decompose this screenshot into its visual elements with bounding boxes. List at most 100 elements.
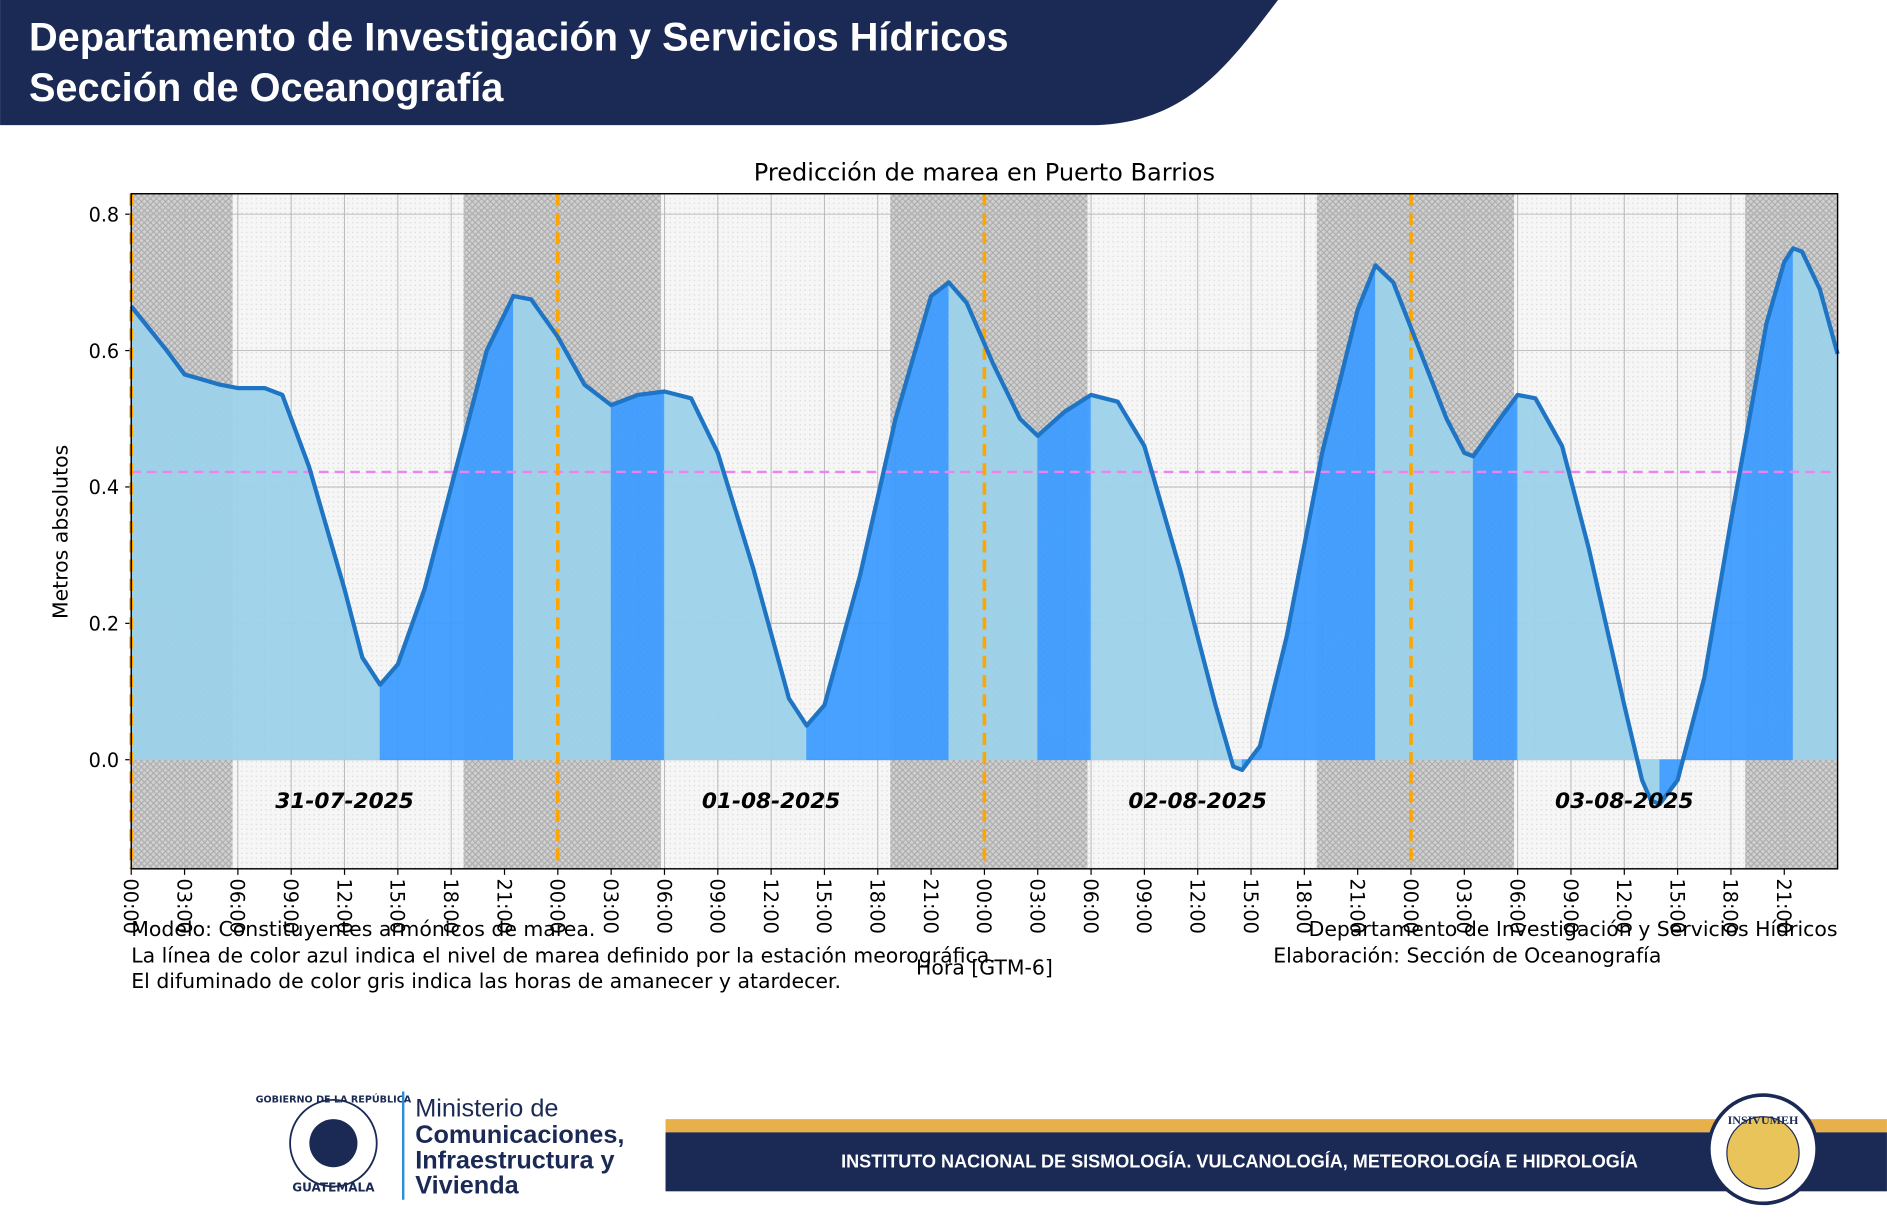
rising-fill <box>610 394 639 761</box>
seal-ring <box>289 1098 378 1188</box>
tide-fill <box>130 305 168 761</box>
x-tick-label: 03:00 <box>1026 878 1049 933</box>
rising-fill <box>1472 417 1501 761</box>
banner-stripe <box>665 1119 1887 1133</box>
chart-title: Predicción de marea en Puerto Barrios <box>754 159 1215 187</box>
tide-fill <box>219 384 239 761</box>
date-label: 01-08-2025 <box>702 789 841 814</box>
x-tick-label: 12:00 <box>759 878 782 933</box>
badge-text: INSIVUMEH <box>1728 1113 1799 1127</box>
tide-line <box>129 246 1840 807</box>
x-axis-label: Hora [GTM-6] <box>916 956 1053 980</box>
x-tick-label: 12:00 <box>1185 878 1208 933</box>
x-tick-label: 15:00 <box>1239 878 1262 933</box>
x-tick-label: 12:00 <box>1612 878 1635 933</box>
tide-fill <box>513 295 532 761</box>
x-tick-label: 18:00 <box>1292 878 1315 933</box>
seal-text: GUATEMALA <box>292 1180 375 1194</box>
rising-fill <box>486 295 514 761</box>
x-tick-label: 00:00 <box>972 878 995 933</box>
y-tick-label: 0.4 <box>89 476 120 499</box>
x-tick-label: 09:00 <box>1132 878 1155 933</box>
header-band <box>0 0 1279 126</box>
x-tick-label: 03:00 <box>1452 878 1475 933</box>
tide-fill <box>966 302 994 761</box>
tide-fill <box>1792 247 1803 761</box>
rising-fill <box>930 281 950 761</box>
header-subtitle: Sección de Oceanografía <box>29 66 504 110</box>
tide-fill <box>1517 394 1536 761</box>
tide-fill <box>584 383 612 761</box>
plot: 00:00 03:00 06:00 09:00 12:00 15:00 18:00 21:00… <box>89 193 1840 934</box>
y-tick-label: 0.8 <box>89 203 120 226</box>
x-tick-label: 21:00 <box>492 878 515 933</box>
x-tick-label: 09:00 <box>706 878 729 933</box>
banner <box>665 1132 1887 1192</box>
header-title: Departamento de Investigación y Servicio… <box>29 16 1009 60</box>
rising-fill <box>1357 265 1376 761</box>
x-tick-label: 00:00 <box>546 878 569 933</box>
y-tick-label: 0.2 <box>89 613 120 636</box>
tide-fill <box>237 387 265 761</box>
tide-fill <box>1392 282 1421 761</box>
note: Modelo: Constituyentes armónicos de mare… <box>131 917 595 941</box>
x-tick-label: 15:00 <box>812 878 835 933</box>
x-tick-label: 18:00 <box>439 878 462 933</box>
date-label: 02-08-2025 <box>1128 789 1267 814</box>
date-label: 03-08-2025 <box>1555 789 1694 814</box>
tide-fill <box>166 349 185 761</box>
seal-text: GOBIERNO DE LA REPÚBLICA <box>256 1092 412 1105</box>
rising-fill <box>1499 393 1519 761</box>
x-tick-label: 12:00 <box>332 878 355 933</box>
date-label: 31-07-2025 <box>275 789 414 814</box>
rising-fill <box>1783 247 1794 761</box>
rising-fill <box>1037 411 1065 761</box>
x-tick-label: 06:00 <box>1079 878 1102 933</box>
x-tick-label: 00:00 <box>1399 878 1422 933</box>
y-axis-label: Metros absolutos <box>48 445 72 619</box>
x-tick-label: 21:00 <box>1772 878 1795 933</box>
x-tick-label: 06:00 <box>226 878 249 933</box>
x-tick-label: 18:00 <box>1719 878 1742 933</box>
ministry-text: Comunicaciones, <box>415 1121 624 1149</box>
tide-fill <box>557 335 585 761</box>
tide-fill <box>992 364 1021 761</box>
banner-text: INSTITUTO NACIONAL DE SISMOLOGÍA. VULCAN… <box>841 1150 1638 1171</box>
tide-fill <box>264 387 283 761</box>
rising-fill <box>1766 261 1785 761</box>
rising-fill <box>637 391 665 761</box>
x-tick-label: 03:00 <box>599 878 622 933</box>
plot-frame <box>130 193 1839 870</box>
tide-fill <box>1801 251 1821 761</box>
note: Elaboración: Sección de Oceanografía <box>1273 944 1661 968</box>
tide-fill <box>1463 452 1474 761</box>
x-tick-label: 15:00 <box>1665 878 1688 933</box>
ministry-text: Vivienda <box>415 1172 519 1200</box>
tide-fill <box>1117 400 1145 761</box>
y-tick-label: 0.0 <box>89 749 120 772</box>
x-tick-label: 03:00 <box>172 878 195 933</box>
tide-fill <box>664 391 692 761</box>
x-tick-label: 06:00 <box>1505 878 1528 933</box>
tide-fill <box>948 281 968 761</box>
tide-fill <box>1535 396 1563 761</box>
seal-emblem <box>309 1119 358 1168</box>
x-tick-label: 15:00 <box>386 878 409 933</box>
tide-fill <box>690 398 719 761</box>
x-tick-label: 18:00 <box>866 878 889 933</box>
note: La línea de color azul indica el nivel d… <box>131 944 996 968</box>
tide-fill <box>1446 418 1465 761</box>
tide-fill <box>530 298 559 761</box>
ministry-text: Infraestructura y <box>415 1146 614 1174</box>
tide-fill <box>1090 394 1119 761</box>
note: Departamento de Investigación y Servicio… <box>1309 917 1838 941</box>
tide-fill <box>1375 264 1394 761</box>
ministry-text: Ministerio de <box>415 1095 558 1123</box>
rising-fill <box>1064 394 1092 761</box>
tide-fill <box>1819 289 1838 761</box>
tide-fill <box>184 373 221 761</box>
x-tick-label: 09:00 <box>1559 878 1582 933</box>
tide-fill <box>1019 417 1039 761</box>
